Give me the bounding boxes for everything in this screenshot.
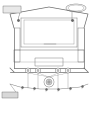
- Circle shape: [57, 69, 59, 72]
- Bar: [3, 6, 21, 13]
- Circle shape: [37, 69, 39, 72]
- Circle shape: [46, 79, 52, 85]
- Circle shape: [25, 68, 30, 73]
- Circle shape: [55, 68, 60, 73]
- Circle shape: [65, 68, 70, 73]
- Bar: [14, 50, 20, 62]
- Circle shape: [48, 81, 50, 83]
- Bar: [78, 50, 84, 62]
- Circle shape: [44, 77, 54, 87]
- Bar: [35, 58, 63, 66]
- Circle shape: [27, 69, 29, 72]
- Bar: [2, 92, 18, 98]
- Circle shape: [67, 69, 69, 72]
- Circle shape: [35, 68, 40, 73]
